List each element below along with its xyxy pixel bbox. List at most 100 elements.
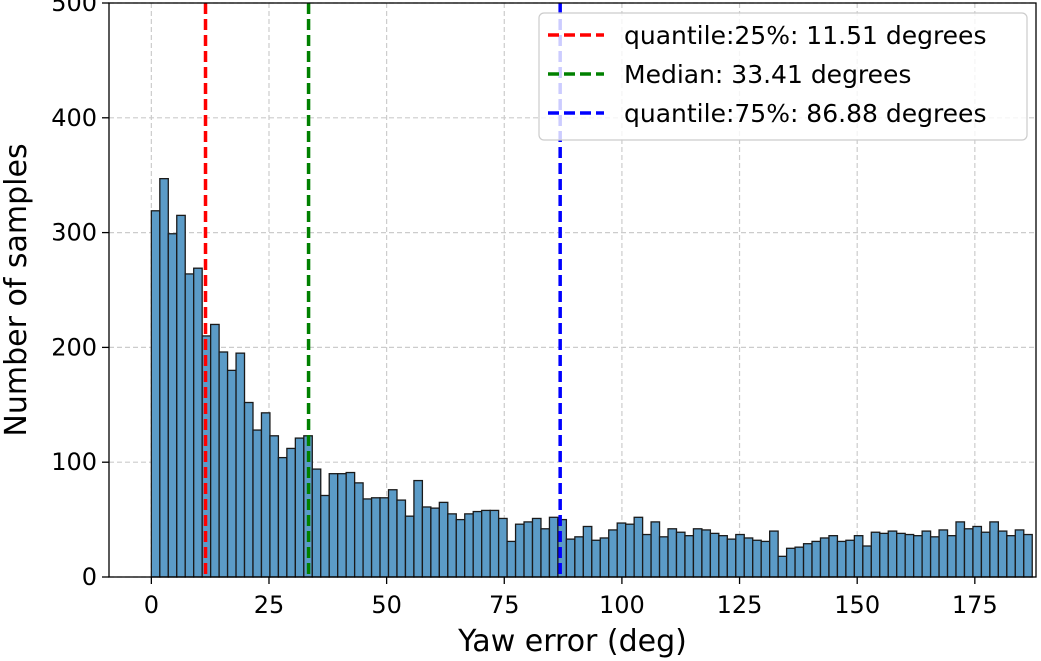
y-tick-label: 200 [51, 333, 97, 361]
histogram-bar [946, 535, 957, 578]
histogram-bar [337, 473, 347, 578]
x-tick-label: 150 [834, 591, 880, 619]
histogram-bar [735, 533, 745, 578]
histogram-bar [769, 530, 779, 578]
histogram-bar [489, 509, 500, 578]
histogram-bar [879, 532, 889, 578]
legend-entry-label: Median: 33.41 degrees [624, 60, 911, 89]
histogram-bar [870, 531, 881, 578]
histogram-bar [709, 532, 720, 578]
histogram-bar [896, 532, 906, 578]
histogram-bar [421, 506, 432, 578]
histogram-bar [497, 517, 508, 578]
histogram-bar [836, 540, 847, 578]
histogram-bar [591, 539, 601, 578]
y-tick-label: 400 [51, 104, 97, 132]
plot-frame [108, 2, 1037, 578]
histogram-bar [167, 233, 178, 578]
histogram-bar [243, 401, 254, 578]
histogram-bar [320, 494, 330, 578]
histogram-bar [531, 517, 542, 578]
histogram-bar [667, 528, 678, 578]
histogram-bar [641, 533, 652, 578]
histogram-bar [963, 528, 974, 578]
histogram-bar [574, 536, 584, 578]
histogram-bar [159, 177, 169, 578]
y-tick-label: 0 [82, 563, 97, 591]
histogram-bar [362, 498, 373, 578]
histogram-bar [718, 535, 728, 578]
histogram-bar [692, 528, 703, 578]
histogram-bar [955, 521, 966, 578]
histogram-bar [353, 482, 364, 578]
histogram-bar [260, 412, 271, 578]
histogram-bar [226, 369, 237, 578]
histogram-bar [565, 538, 576, 578]
histogram-bar [845, 539, 856, 578]
histogram-bar [286, 447, 296, 578]
histogram-bar [625, 523, 635, 578]
legend-box [538, 12, 1028, 141]
x-tick-label: 75 [489, 591, 520, 619]
histogram-bar [811, 540, 822, 578]
histogram-bar [387, 489, 398, 578]
histogram-bar [269, 435, 280, 578]
x-tick-label: 100 [599, 591, 645, 619]
legend-entry-label: quantile:75%: 86.88 degrees [624, 99, 986, 128]
legend-entry-label: quantile:25%: 11.51 degrees [624, 21, 986, 50]
histogram-bar [675, 531, 686, 578]
histogram-bar [929, 536, 940, 578]
histogram-bar [743, 537, 754, 578]
histogram-bars [150, 177, 1033, 578]
histogram-bar [184, 273, 195, 578]
histogram-bar [1006, 535, 1016, 578]
x-tick-label: 25 [254, 591, 285, 619]
histogram-bar [921, 530, 932, 578]
histogram-bar [752, 539, 762, 578]
histogram-bar [650, 521, 661, 578]
histogram-bar [176, 214, 186, 578]
histogram-bar [235, 352, 246, 578]
x-tick-label: 0 [144, 591, 159, 619]
histogram-bar [785, 547, 796, 578]
histogram-bar [599, 537, 610, 578]
histogram-bar [989, 521, 1000, 578]
histogram-bar [404, 515, 415, 578]
histogram-bar [582, 525, 593, 578]
histogram-bar [193, 267, 203, 578]
histogram-bar [438, 501, 449, 578]
histogram-bar [218, 351, 229, 578]
histogram-bar [294, 437, 305, 578]
histogram-bar [481, 509, 491, 578]
y-axis-label: Number of samples [0, 143, 34, 436]
histogram-bar [684, 535, 695, 578]
histogram-bar [523, 521, 534, 578]
histogram-bar [514, 523, 525, 578]
histogram-bar [972, 525, 983, 578]
histogram-bar [345, 471, 356, 578]
x-axis-label: Yaw error (deg) [457, 624, 687, 659]
legend: quantile:25%: 11.51 degrees Median: 33.41… [538, 12, 1028, 141]
histogram-bar [913, 535, 923, 578]
histogram-bar [726, 538, 737, 578]
y-tick-label: 300 [51, 219, 97, 247]
x-tick-label: 125 [717, 591, 763, 619]
histogram-bar [616, 522, 627, 578]
histogram-bar [311, 468, 322, 578]
histogram-bar [608, 529, 618, 578]
histogram-bar [447, 513, 457, 578]
histogram-bar [1014, 529, 1025, 578]
histogram-bar [540, 528, 551, 578]
histogram-bar [209, 323, 220, 578]
histogram-bar [150, 210, 161, 578]
y-tick-label: 500 [51, 0, 97, 17]
histogram-bar [887, 530, 898, 578]
histogram-bar [396, 499, 407, 578]
histogram-bar [548, 516, 559, 578]
histogram-bar [506, 540, 517, 578]
histogram-bar [760, 540, 771, 578]
histogram-bar [472, 510, 483, 578]
histogram-bar [980, 531, 991, 578]
histogram-bar [828, 535, 839, 578]
